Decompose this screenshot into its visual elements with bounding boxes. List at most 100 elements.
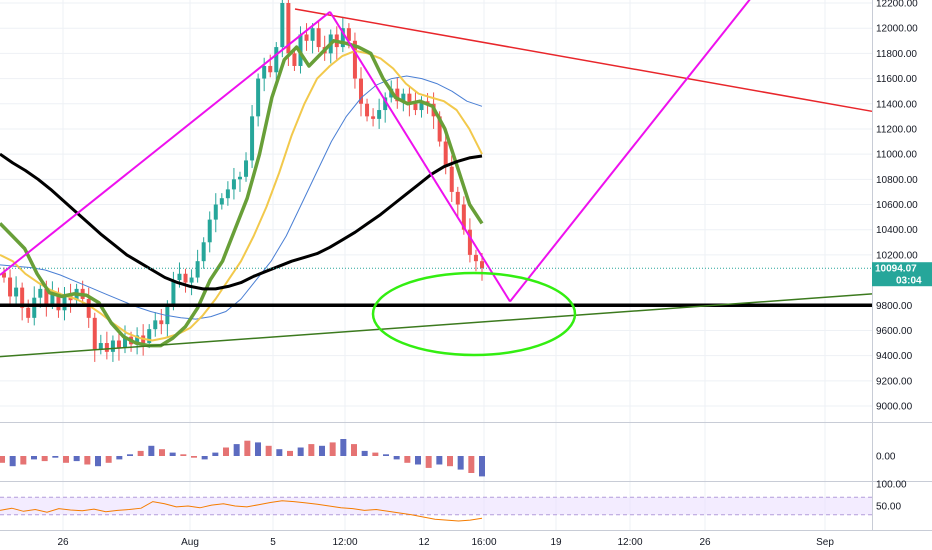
histogram-bar — [212, 452, 219, 456]
candle-body — [352, 40, 357, 79]
candle-body — [171, 280, 176, 306]
time-tick-label: Aug — [181, 537, 199, 548]
candle-body — [407, 93, 412, 104]
candle-body — [395, 88, 400, 102]
histogram-bar — [191, 456, 197, 458]
price-tick-label: 11000.00 — [876, 150, 917, 161]
candle-body — [346, 28, 351, 41]
candle-body — [280, 3, 285, 48]
histogram-bar — [0, 456, 5, 463]
rsi-tick-label: 50.00 — [876, 502, 901, 513]
candle-body — [159, 320, 164, 325]
candle-body — [116, 340, 121, 349]
candle-body — [401, 93, 406, 102]
candle-body — [443, 141, 448, 167]
histogram-bar — [233, 444, 240, 456]
last-price-label: 10094.07 — [875, 264, 917, 275]
candle-body — [92, 317, 97, 350]
time-tick-label: 12 — [418, 537, 430, 548]
price-tick-label: 9800.00 — [876, 301, 913, 312]
candle-body — [358, 78, 363, 104]
drawings[interactable] — [0, 0, 873, 358]
histogram-bar — [319, 445, 325, 456]
histogram-bar — [329, 442, 336, 456]
histogram-bar — [393, 456, 400, 460]
price-tick-label: 10800.00 — [876, 175, 918, 186]
candle-body — [231, 179, 236, 190]
countdown-label: 03:04 — [896, 276, 922, 287]
ascending-trendline — [0, 293, 873, 358]
histogram-bar — [84, 456, 91, 465]
time-tick-label: 12:00 — [617, 537, 642, 548]
histogram-bar — [340, 439, 347, 456]
candle-body — [371, 116, 376, 119]
time-tick-label: 16:00 — [471, 537, 496, 548]
time-tick-label: 12:00 — [332, 537, 357, 548]
candle-body — [377, 110, 382, 119]
candle-body — [201, 242, 206, 262]
histogram-bar — [148, 445, 155, 456]
price-tick-label: 9200.00 — [876, 376, 913, 387]
histogram-bar — [63, 456, 69, 463]
orange-moving-average — [0, 49, 483, 342]
price-tick-label: 11800.00 — [876, 49, 917, 60]
candle-body — [480, 261, 484, 269]
rsi-tick-label: 100.00 — [876, 480, 907, 491]
candle-body — [286, 3, 291, 54]
candle-body — [153, 320, 158, 330]
price-tick-label: 11600.00 — [876, 74, 917, 85]
histogram-bar — [223, 447, 229, 456]
candle-body — [262, 65, 267, 79]
histogram-bar — [95, 456, 101, 467]
rsi-line — [0, 500, 483, 522]
candle-body — [44, 288, 49, 304]
histogram-bar — [169, 452, 176, 456]
price-tick-label: 10200.00 — [876, 250, 918, 261]
candle-body — [274, 47, 279, 73]
candlestick-series — [2, 0, 484, 362]
histogram-bar — [73, 456, 80, 462]
candle-body — [183, 273, 188, 283]
last-price-tag — [872, 262, 932, 287]
histogram-bar — [372, 452, 379, 456]
falling-channel-line — [329, 11, 511, 302]
price-tick-label: 11200.00 — [876, 124, 917, 135]
histogram-bar — [137, 450, 144, 456]
histogram-bar — [383, 454, 389, 456]
pane-separators — [0, 0, 932, 531]
histogram-bar — [415, 456, 421, 465]
time-tick-label: Sep — [816, 537, 834, 548]
candle-body — [316, 28, 321, 48]
candle-body — [292, 53, 297, 66]
candle-body — [110, 340, 115, 352]
candle-body — [256, 78, 261, 117]
rsi-band-fill — [0, 497, 872, 515]
moving-averages — [0, 39, 484, 348]
candle-body — [365, 103, 370, 117]
blue-moving-average — [0, 75, 483, 320]
grid — [0, 0, 872, 530]
histogram-bar — [9, 456, 16, 467]
histogram-bar — [287, 450, 293, 456]
green-moving-average — [0, 39, 484, 348]
histogram-bar — [447, 456, 453, 467]
histogram-bar — [361, 450, 368, 456]
time-axis: 26 Aug 5 12:00 12 16:00 19 12:00 26 Sep — [57, 537, 834, 548]
candle-body — [219, 198, 224, 205]
histogram-bar — [52, 456, 59, 458]
candle-body — [250, 116, 255, 161]
candle-body — [98, 343, 103, 350]
candle-body — [86, 298, 91, 318]
histogram-bar — [457, 456, 464, 470]
candle-body — [20, 287, 25, 308]
histogram-bar — [244, 440, 251, 456]
candle-body — [225, 189, 230, 199]
candle-body — [437, 116, 442, 142]
candle-body — [38, 288, 43, 298]
candle-body — [461, 204, 466, 230]
momentum-histogram — [0, 439, 485, 477]
descending-trendline — [294, 8, 873, 113]
candle-body — [467, 229, 472, 255]
